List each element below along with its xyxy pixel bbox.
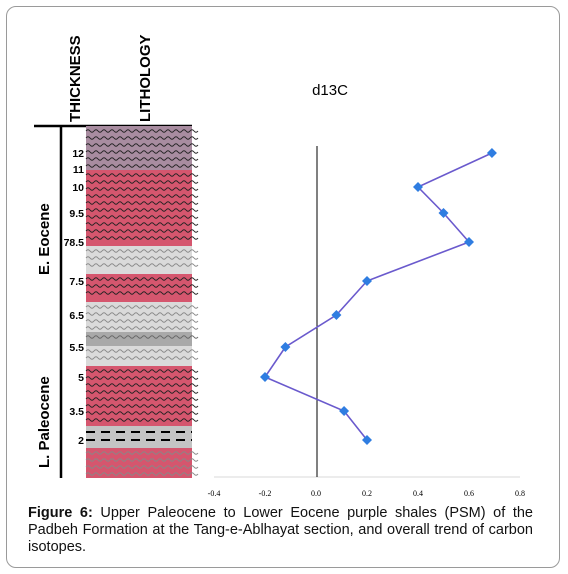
- thickness-header: THICKNESS: [67, 35, 84, 122]
- thickness-label: 5: [78, 372, 84, 384]
- x-tick-label: 0.6: [464, 489, 474, 498]
- thickness-label: 10: [72, 182, 84, 194]
- shale-wave: [85, 390, 199, 394]
- d13c-data-point: [260, 372, 270, 382]
- d13c-data-point: [438, 208, 449, 218]
- thickness-label: 5.5: [69, 342, 84, 354]
- caption-text: Upper Paleocene to Lower Eocene purple s…: [28, 505, 533, 555]
- lithology-header: LITHOLOGY: [137, 35, 154, 123]
- x-tick-label: 0.8: [515, 489, 525, 498]
- shale-wave: [85, 349, 199, 353]
- shale-wave: [85, 291, 199, 295]
- shale-wave: [85, 404, 199, 408]
- shale-wave: [85, 369, 199, 373]
- shale-wave: [85, 150, 199, 154]
- shale-wave: [85, 356, 199, 360]
- thickness-label: 6.5: [69, 310, 84, 322]
- shale-wave: [85, 173, 199, 177]
- shale-wave-pattern: [85, 129, 199, 476]
- chart-title: d13C: [312, 82, 348, 99]
- thickness-label: 11: [73, 164, 84, 176]
- shale-wave: [85, 451, 199, 455]
- x-axis-ticks: -0.4 -0.2 0.0 0.2 0.4 0.6 0.8: [208, 489, 525, 498]
- thickness-label: 3.5: [69, 406, 84, 418]
- layer-red-shale: [86, 366, 192, 426]
- thickness-label: 2: [78, 435, 84, 447]
- thickness-label: 12: [72, 148, 84, 160]
- shale-wave: [85, 180, 199, 184]
- shale-wave: [85, 236, 199, 240]
- x-tick-label: 0.4: [413, 489, 423, 498]
- epoch-label-eocene: E. Eocene: [36, 203, 53, 275]
- shale-wave: [85, 263, 199, 267]
- x-tick-label: -0.4: [208, 489, 221, 498]
- d13c-data-point: [362, 435, 372, 445]
- d13c-data-point: [362, 276, 372, 286]
- shale-wave: [85, 136, 199, 140]
- shale-wave: [85, 157, 199, 161]
- layer-light-grey: [86, 346, 192, 366]
- x-tick-label: 0.2: [362, 489, 372, 498]
- shale-wave: [85, 397, 199, 401]
- shale-wave: [85, 277, 199, 281]
- shale-wave: [85, 129, 199, 133]
- thickness-label: 7.5: [69, 276, 84, 288]
- d13c-data-point: [339, 406, 350, 416]
- x-tick-label: -0.2: [259, 489, 272, 498]
- shale-wave: [85, 312, 199, 316]
- shale-wave: [85, 376, 199, 380]
- shale-wave: [85, 229, 199, 233]
- shale-wave: [85, 458, 199, 462]
- shale-wave: [85, 143, 199, 147]
- thickness-label: 9.5: [69, 208, 84, 220]
- layer-purple-shale: [86, 126, 192, 170]
- shale-wave: [85, 418, 199, 422]
- shale-wave: [85, 319, 199, 323]
- d13c-data-point: [280, 342, 291, 352]
- x-tick-label: 0.0: [311, 489, 321, 498]
- shale-wave: [85, 465, 199, 469]
- d13c-data-point: [464, 237, 474, 247]
- shale-wave: [85, 194, 199, 198]
- shale-wave: [85, 383, 199, 387]
- thickness-labels: 12 11 10 9.5 78.5 7.5 6.5 5.5 5 3.5 2: [64, 148, 85, 447]
- d13c-series-line: [263, 152, 493, 441]
- shale-wave: [85, 201, 199, 205]
- d13c-markers: [260, 148, 497, 445]
- thickness-label: 78.5: [64, 237, 85, 249]
- caption-label: Figure 6:: [28, 505, 93, 521]
- shale-wave: [85, 187, 199, 191]
- shale-wave: [85, 256, 199, 260]
- d13c-data-point: [331, 310, 342, 320]
- shale-wave: [85, 326, 199, 330]
- shale-wave: [85, 164, 199, 168]
- shale-wave: [85, 305, 199, 309]
- lithology-column: [85, 126, 199, 478]
- shale-wave: [85, 284, 199, 288]
- shale-wave: [85, 249, 199, 253]
- shale-wave: [85, 222, 199, 226]
- shale-wave: [85, 215, 199, 219]
- figure-caption: Figure 6: Upper Paleocene to Lower Eocen…: [28, 505, 533, 556]
- shale-wave: [85, 208, 199, 212]
- layer-grey-shale: [86, 426, 192, 448]
- shale-wave: [85, 335, 199, 339]
- epoch-label-paleocene: L. Paleocene: [36, 376, 53, 468]
- d13c-data-point: [413, 182, 423, 192]
- shale-wave: [85, 411, 199, 415]
- d13c-data-point: [486, 148, 497, 158]
- shale-wave: [85, 472, 199, 476]
- layer-mid-grey: [86, 332, 192, 346]
